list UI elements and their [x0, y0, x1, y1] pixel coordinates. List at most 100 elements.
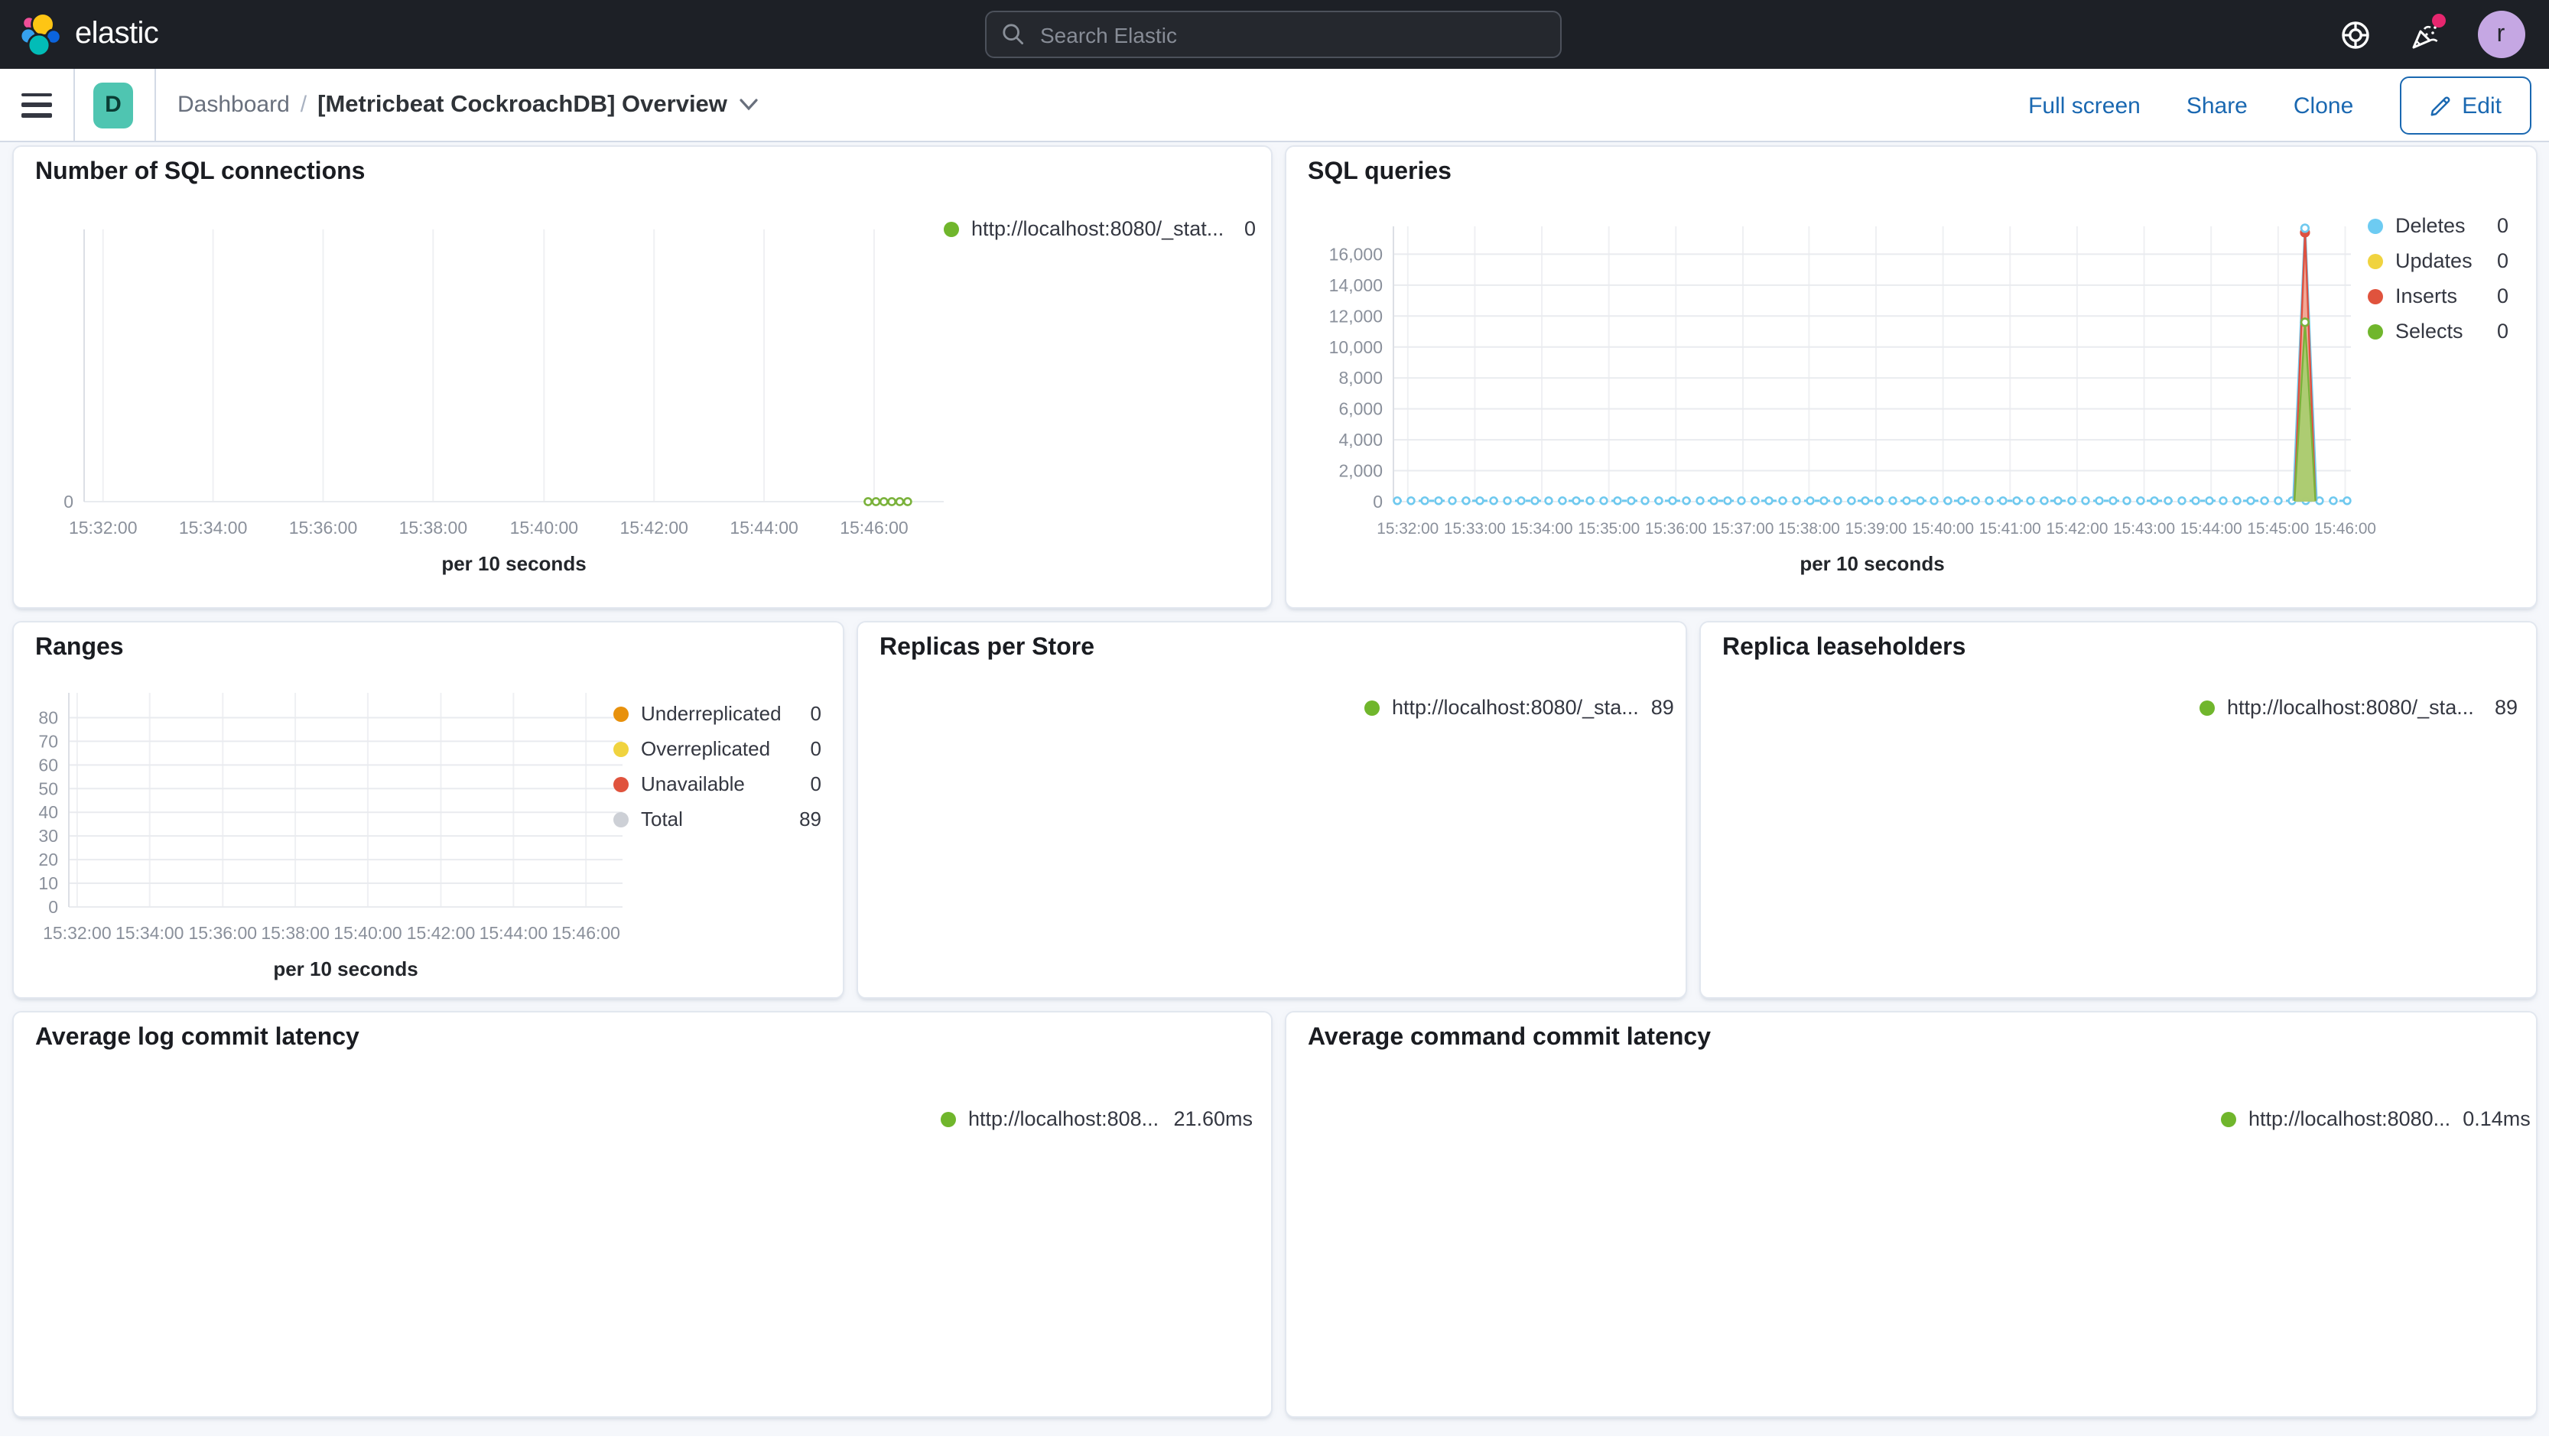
svg-text:15:42:00: 15:42:00 — [619, 518, 688, 538]
news-feed-icon[interactable] — [2408, 13, 2445, 50]
search-input[interactable] — [1037, 21, 1560, 48]
clone-button[interactable]: Clone — [2293, 93, 2354, 119]
replicas-per-store-chart[interactable] — [867, 674, 1381, 996]
help-icon[interactable] — [2339, 19, 2370, 50]
svg-text:15:38:00: 15:38:00 — [261, 923, 330, 943]
legend-item[interactable]: Deletes 0 — [2368, 214, 2508, 237]
legend-dot-icon — [944, 221, 959, 236]
ranges-chart[interactable]: 0 10 20 30 40 50 60 70 80 15:32:00 15:34:00 15:36:0… — [23, 674, 638, 996]
legend-label: Total — [641, 808, 683, 830]
svg-text:10,000: 10,000 — [1329, 337, 1383, 357]
nav-icon-group: r — [2339, 0, 2549, 69]
svg-text:20: 20 — [38, 850, 58, 869]
legend-item[interactable]: Inserts 0 — [2368, 284, 2508, 307]
edit-button[interactable]: Edit — [2399, 76, 2531, 135]
panel-replicas-per-store: Replicas per Store http://localhost:8080… — [857, 621, 1687, 999]
legend-item[interactable]: http://localhost:8080/_sta... 89 — [1364, 696, 1674, 719]
legend-dot-icon — [1364, 700, 1380, 715]
svg-text:15:45:00: 15:45:00 — [2247, 520, 2309, 538]
svg-text:15:39:00: 15:39:00 — [1845, 520, 1907, 538]
chart-legend: Deletes 0 Updates 0 Inserts 0 Selects 0 — [2368, 214, 2508, 343]
svg-text:15:46:00: 15:46:00 — [840, 518, 909, 538]
breadcrumb-dashboard[interactable]: Dashboard — [177, 92, 290, 118]
global-search[interactable] — [985, 11, 1562, 58]
elastic-logo-icon — [19, 11, 61, 57]
legend-label: http://localhost:8080... — [2248, 1107, 2451, 1130]
svg-text:15:32:00: 15:32:00 — [1377, 520, 1439, 538]
page-title[interactable]: [Metricbeat CockroachDB] Overview — [317, 91, 727, 117]
svg-text:2,000: 2,000 — [1338, 461, 1383, 481]
legend-value: 0 — [2496, 214, 2508, 237]
legend-item[interactable]: Updates 0 — [2368, 249, 2508, 272]
svg-text:15:34:00: 15:34:00 — [115, 923, 184, 943]
sql-queries-chart[interactable]: 0 2,000 4,000 6,000 8,000 10,000 12,000 14,000 1… — [1305, 208, 2385, 593]
svg-text:70: 70 — [38, 731, 58, 751]
avg-command-commit-latency-chart[interactable] — [1302, 1064, 2290, 1456]
replica-leaseholders-chart[interactable] — [1710, 674, 2224, 996]
legend-item[interactable]: http://localhost:8080... 0.14ms — [2221, 1107, 2531, 1130]
elastic-logo[interactable]: elastic — [18, 11, 159, 57]
svg-text:15:44:00: 15:44:00 — [730, 518, 798, 538]
legend-item[interactable]: Selects 0 — [2368, 320, 2508, 343]
legend-item[interactable]: http://localhost:8080/_stat... 0 — [944, 217, 1256, 240]
svg-text:16,000: 16,000 — [1329, 244, 1383, 264]
svg-text:30: 30 — [38, 826, 58, 846]
legend-item[interactable]: http://localhost:8080/_sta... 89 — [2199, 696, 2518, 719]
legend-value: 0.14ms — [2463, 1107, 2531, 1130]
legend-label: Updates — [2395, 249, 2473, 272]
svg-text:50: 50 — [38, 778, 58, 798]
svg-text:0: 0 — [63, 492, 73, 512]
legend-dot-icon — [613, 706, 629, 721]
space-badge[interactable]: D — [93, 82, 133, 128]
legend-item[interactable]: Overreplicated 0 — [613, 737, 821, 760]
menu-icon[interactable] — [21, 93, 52, 117]
legend-value: 89 — [2494, 696, 2518, 719]
legend-dot-icon — [941, 1111, 956, 1126]
avg-log-commit-latency-chart[interactable] — [29, 1064, 980, 1456]
legend-item[interactable]: Underreplicated 0 — [613, 702, 821, 725]
svg-text:15:34:00: 15:34:00 — [179, 518, 248, 538]
legend-value: 21.60ms — [1173, 1107, 1253, 1130]
svg-text:4,000: 4,000 — [1338, 430, 1383, 450]
panel-replica-leaseholders: Replica leaseholders http://localhost:80… — [1699, 621, 2538, 999]
svg-text:8,000: 8,000 — [1338, 368, 1383, 388]
chart-legend: http://localhost:8080/_stat... 0 — [944, 217, 1256, 240]
legend-label: http://localhost:8080/_sta... — [2227, 696, 2474, 719]
legend-value: 89 — [1650, 696, 1674, 719]
legend-item[interactable]: http://localhost:808... 21.60ms — [941, 1107, 1253, 1130]
sql-connections-chart[interactable]: 0 15:32:00 15:34:00 15:36:00 15:38:00 15:40:0… — [29, 208, 965, 593]
legend-value: 0 — [1244, 217, 1256, 240]
chevron-down-icon[interactable] — [740, 91, 759, 119]
legend-label: Selects — [2395, 320, 2463, 343]
full-screen-button[interactable]: Full screen — [2028, 93, 2141, 119]
panel-title: Ranges — [35, 635, 124, 661]
chart-legend: http://localhost:8080/_sta... 89 — [1364, 696, 1674, 719]
chart-legend: http://localhost:8080/_sta... 89 — [2199, 696, 2518, 719]
svg-text:40: 40 — [38, 802, 58, 822]
legend-value: 89 — [799, 808, 821, 830]
toolbar-divider — [73, 68, 75, 141]
svg-text:15:38:00: 15:38:00 — [399, 518, 468, 538]
svg-text:15:43:00: 15:43:00 — [2113, 520, 2175, 538]
share-button[interactable]: Share — [2186, 93, 2248, 119]
legend-label: http://localhost:808... — [968, 1107, 1159, 1130]
legend-value: 0 — [2496, 284, 2508, 307]
panel-title: Replica leaseholders — [1722, 635, 1966, 661]
panel-sql-queries: SQL queries 0 2,000 4,000 6,000 8,000 10,000 1… — [1285, 145, 2538, 609]
svg-text:15:40:00: 15:40:00 — [333, 923, 402, 943]
legend-dot-icon — [2368, 288, 2383, 304]
legend-label: Underreplicated — [641, 702, 782, 725]
svg-text:12,000: 12,000 — [1329, 306, 1383, 326]
legend-item[interactable]: Total 89 — [613, 808, 821, 830]
top-navbar: elastic — [0, 0, 2549, 69]
svg-text:15:41:00: 15:41:00 — [1979, 520, 2041, 538]
dashboard-toolbar: D Dashboard / [Metricbeat CockroachDB] O… — [0, 68, 2549, 142]
svg-text:15:36:00: 15:36:00 — [289, 518, 358, 538]
user-avatar[interactable]: r — [2477, 11, 2525, 58]
legend-item[interactable]: Unavailable 0 — [613, 772, 821, 795]
svg-text:15:40:00: 15:40:00 — [510, 518, 579, 538]
legend-value: 0 — [2496, 249, 2508, 272]
legend-label: Unavailable — [641, 772, 745, 795]
svg-text:15:32:00: 15:32:00 — [43, 923, 112, 943]
